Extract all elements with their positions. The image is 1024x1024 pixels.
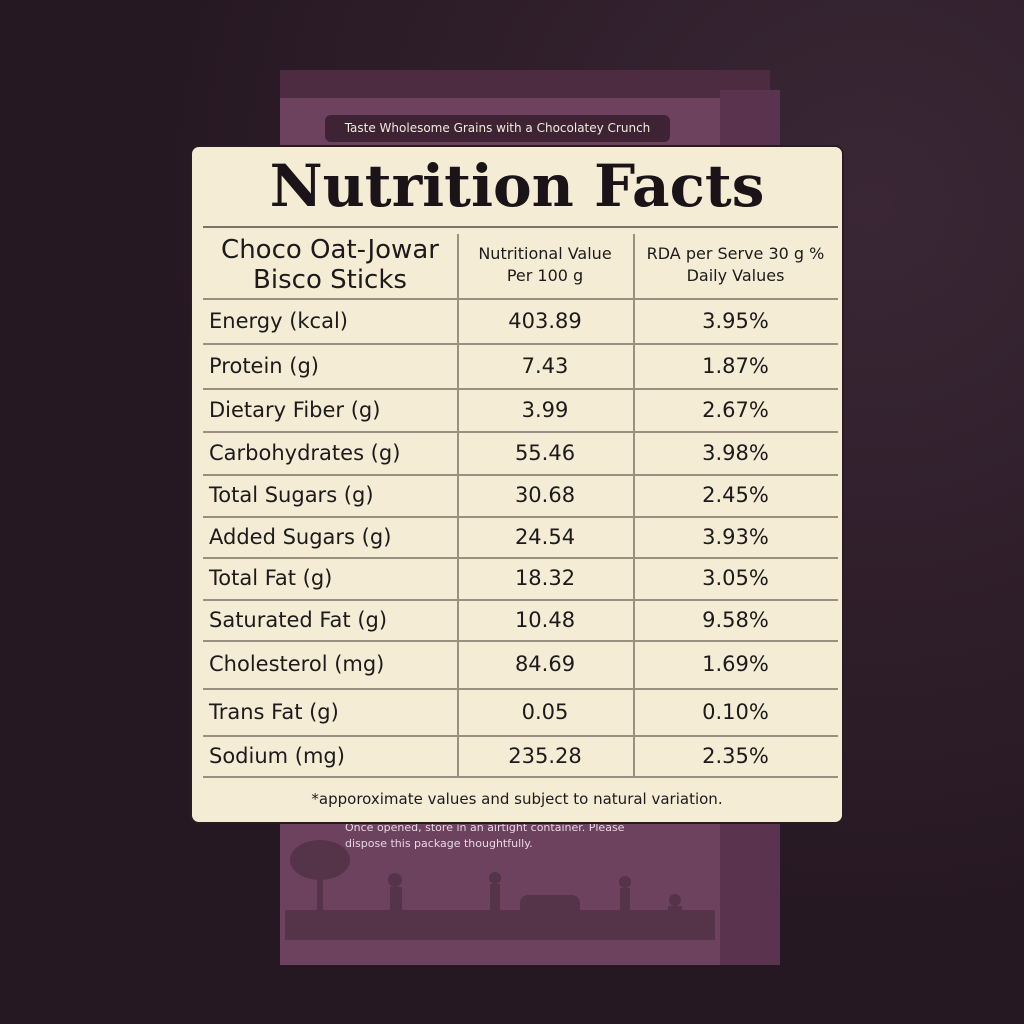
nutrient-name: Protein (g) — [209, 353, 320, 378]
nutrient-value: 10.48 — [514, 607, 576, 632]
header-cell: Choco Oat-Jowar Bisco Sticks — [221, 235, 439, 295]
nutrient-value: 2.45% — [702, 483, 769, 507]
nutrient-value: 3.95% — [702, 308, 769, 333]
nutrient-name: Dietary Fiber (g) — [209, 397, 381, 422]
nutrient-value: 3.05% — [702, 566, 769, 590]
nutrient-value: 55.46 — [514, 440, 576, 465]
nutrient-value: 3.98% — [702, 440, 769, 465]
nutrient-value: 0.10% — [702, 699, 769, 724]
nutrient-value: 0.05 — [521, 699, 569, 724]
nutrient-name: Cholesterol (mg) — [209, 652, 385, 676]
nutrient-value: 24.54 — [514, 524, 576, 549]
nutrient-name: Total Sugars (g) — [209, 483, 374, 507]
header-cell: RDA per Serve 30 g % Daily Values — [646, 244, 825, 285]
row-line — [203, 343, 838, 345]
nutrient-value: 84.69 — [514, 652, 576, 676]
nutrient-value: 18.32 — [514, 566, 576, 590]
row-line — [203, 388, 838, 390]
nutrient-name: Energy (kcal) — [209, 308, 348, 333]
nutrient-value: 2.67% — [702, 397, 769, 422]
row-line — [203, 431, 838, 433]
row-line — [203, 298, 838, 300]
nutrient-name: Carbohydrates (g) — [209, 440, 401, 465]
row-line — [203, 474, 838, 476]
rule — [203, 226, 838, 228]
nutrient-value: 7.43 — [521, 353, 569, 378]
nutrient-value: 3.99 — [521, 397, 569, 422]
header-cell: Nutritional Value Per 100 g — [478, 244, 612, 285]
nutrient-value: 2.35% — [702, 743, 769, 768]
nutrient-name: Added Sugars (g) — [209, 524, 392, 549]
col-line — [633, 234, 635, 776]
nutrient-name: Total Fat (g) — [209, 566, 333, 590]
box-note: Once opened, store in an airtight contai… — [345, 821, 625, 850]
footnote: *apporoximate values and subject to natu… — [311, 790, 723, 808]
nutrient-value: 3.93% — [702, 524, 769, 549]
tagline: Taste Wholesome Grains with a Chocolatey… — [325, 115, 670, 142]
panel-title: Nutrition Facts — [269, 152, 765, 220]
nutrient-value: 30.68 — [514, 483, 576, 507]
row-line — [203, 516, 838, 518]
row-line — [203, 735, 838, 737]
nutrient-value: 1.69% — [702, 652, 769, 676]
nutrient-value: 1.87% — [702, 353, 769, 378]
row-line — [203, 557, 838, 559]
nutrition-panel — [190, 145, 844, 824]
nutrient-value: 403.89 — [508, 308, 582, 333]
nutrient-name: Sodium (mg) — [209, 743, 345, 768]
row-line — [203, 599, 838, 601]
silhouette — [285, 840, 715, 940]
box-top — [280, 70, 770, 98]
nutrient-name: Trans Fat (g) — [209, 699, 339, 724]
col-line — [457, 234, 459, 776]
nutrient-value: 235.28 — [508, 743, 582, 768]
row-line — [203, 776, 838, 778]
row-line — [203, 640, 838, 642]
nutrient-value: 9.58% — [702, 607, 769, 632]
nutrient-name: Saturated Fat (g) — [209, 607, 388, 632]
row-line — [203, 688, 838, 690]
